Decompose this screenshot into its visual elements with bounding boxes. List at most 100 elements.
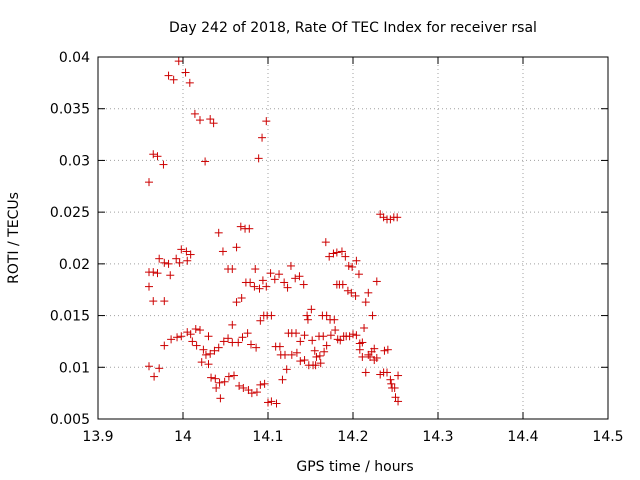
data-point bbox=[206, 349, 215, 358]
data-point bbox=[145, 178, 153, 187]
data-point bbox=[153, 152, 162, 161]
data-point bbox=[188, 337, 197, 346]
data-point bbox=[322, 341, 331, 350]
data-point bbox=[352, 331, 361, 340]
data-point bbox=[321, 238, 330, 247]
data-point bbox=[183, 328, 192, 337]
data-point bbox=[282, 365, 291, 374]
data-point bbox=[169, 75, 178, 84]
data-point bbox=[351, 291, 360, 300]
data-point bbox=[228, 320, 237, 329]
y-tick-label: 0.035 bbox=[50, 102, 90, 118]
data-point bbox=[260, 379, 269, 388]
data-point bbox=[319, 332, 328, 341]
data-point bbox=[366, 352, 374, 361]
data-point bbox=[218, 247, 227, 256]
data-point bbox=[267, 311, 276, 320]
data-point bbox=[160, 341, 169, 350]
data-point bbox=[361, 368, 370, 377]
data-point bbox=[173, 333, 182, 342]
data-point bbox=[364, 288, 373, 297]
x-tick-label: 14 bbox=[174, 429, 192, 445]
data-point bbox=[394, 397, 403, 406]
data-point bbox=[379, 213, 388, 222]
data-point bbox=[348, 262, 357, 271]
data-point bbox=[215, 378, 224, 387]
data-point bbox=[255, 284, 264, 293]
data-point bbox=[252, 388, 261, 397]
x-tick-label: 14.3 bbox=[422, 429, 453, 445]
data-point bbox=[275, 270, 284, 279]
data-point bbox=[355, 345, 364, 354]
y-tick-label: 0.02 bbox=[59, 257, 90, 273]
data-point bbox=[380, 346, 389, 355]
data-point bbox=[145, 362, 153, 371]
data-point bbox=[295, 272, 304, 281]
data-point bbox=[267, 397, 276, 406]
data-point bbox=[247, 340, 255, 349]
data-point bbox=[341, 252, 350, 261]
data-point bbox=[354, 270, 363, 279]
data-point bbox=[291, 274, 300, 283]
data-point bbox=[352, 256, 361, 265]
data-point bbox=[166, 271, 175, 280]
data-point bbox=[280, 278, 289, 287]
data-point bbox=[250, 282, 259, 291]
data-point bbox=[209, 119, 218, 128]
data-point bbox=[310, 346, 319, 355]
data-point bbox=[149, 150, 158, 159]
data-point bbox=[347, 288, 356, 297]
data-point bbox=[228, 265, 237, 274]
y-axis-label: ROTI / TECUs bbox=[6, 192, 22, 284]
x-tick-label: 14.2 bbox=[337, 429, 368, 445]
data-point bbox=[296, 357, 305, 366]
data-point bbox=[214, 228, 223, 237]
data-point bbox=[164, 71, 173, 80]
data-point bbox=[237, 293, 246, 302]
data-point bbox=[254, 154, 263, 163]
data-point bbox=[372, 277, 381, 286]
data-point bbox=[196, 326, 204, 335]
data-point bbox=[387, 379, 396, 388]
data-point bbox=[292, 329, 301, 338]
data-point bbox=[186, 330, 195, 339]
data-point bbox=[292, 348, 301, 357]
data-point bbox=[174, 57, 183, 66]
data-point bbox=[224, 372, 233, 381]
data-point bbox=[311, 361, 320, 370]
data-point bbox=[212, 383, 221, 392]
data-point bbox=[394, 371, 403, 380]
data-point bbox=[239, 383, 248, 392]
data-point bbox=[216, 394, 225, 403]
data-point bbox=[370, 344, 379, 353]
data-point bbox=[219, 337, 228, 346]
data-point bbox=[391, 393, 400, 402]
data-point bbox=[206, 115, 215, 124]
data-point bbox=[181, 68, 190, 77]
data-point bbox=[303, 311, 312, 320]
data-point bbox=[386, 215, 395, 224]
y-tick-label: 0.04 bbox=[59, 50, 90, 66]
data-point bbox=[177, 332, 186, 341]
x-tick-label: 14.1 bbox=[252, 429, 283, 445]
data-point bbox=[211, 374, 220, 383]
data-point bbox=[300, 356, 309, 365]
data-point bbox=[296, 337, 305, 346]
data-point bbox=[199, 345, 208, 354]
data-point bbox=[358, 338, 367, 347]
data-point bbox=[372, 353, 381, 362]
data-point bbox=[326, 331, 335, 340]
data-point bbox=[390, 383, 399, 392]
data-point bbox=[149, 297, 158, 306]
grid-lines bbox=[98, 57, 608, 419]
data-point bbox=[336, 336, 345, 345]
data-point bbox=[329, 249, 338, 258]
data-point bbox=[234, 338, 243, 347]
data-point bbox=[322, 311, 331, 320]
data-point bbox=[330, 315, 339, 324]
data-point bbox=[251, 265, 260, 274]
data-point bbox=[150, 372, 159, 381]
data-point bbox=[308, 336, 317, 345]
y-tick-label: 0.01 bbox=[59, 360, 90, 376]
